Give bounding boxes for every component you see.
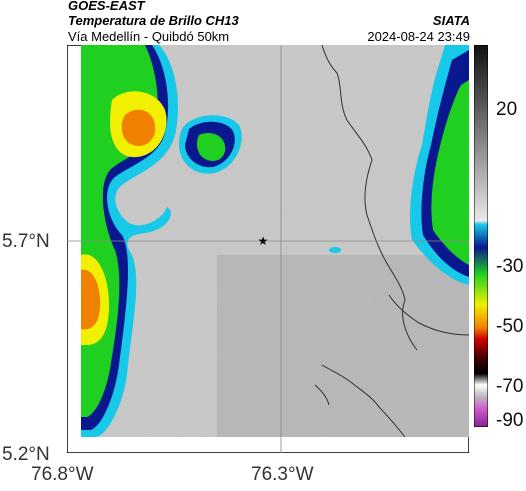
- river-branch: [314, 384, 330, 406]
- warm-zone-southeast: [217, 255, 469, 437]
- lon-tick-2: 76.3°W: [251, 464, 314, 485]
- river-line: [321, 364, 406, 438]
- colorbar-gradient: [474, 45, 488, 427]
- cloud-cluster-west: [81, 45, 179, 437]
- lat-tick-2: 5.2°N: [2, 444, 50, 465]
- star-marker: ★: [258, 234, 269, 248]
- organization-label: SIATA: [432, 13, 470, 28]
- colorbar-tick-4: -70: [496, 376, 524, 397]
- border-lines: [314, 45, 469, 438]
- colorbar-tick-3: -50: [496, 316, 524, 337]
- colorbar-tick-5: -90: [496, 410, 524, 431]
- cloud-cluster-north: [179, 115, 242, 174]
- lat-tick-1: 5.7°N: [2, 231, 50, 252]
- datetime-label: 2024-08-24 23:49: [367, 29, 470, 44]
- route-label: Vía Medellín - Quibdó 50km: [68, 29, 230, 44]
- colorbar: [474, 45, 488, 427]
- satellite-map: ★: [67, 45, 469, 453]
- department-border: [321, 45, 418, 351]
- product-title: Temperatura de Brillo CH13: [68, 13, 239, 28]
- colorbar-tick-1: 20: [496, 99, 518, 120]
- department-border-east: [388, 294, 469, 336]
- small-cloud-cell: [329, 247, 341, 253]
- colorbar-tick-2: -30: [496, 256, 524, 277]
- cloud-cluster-east: [410, 45, 469, 285]
- satellite-name: GOES-EAST: [68, 0, 145, 13]
- lon-tick-1: 76.8°W: [31, 464, 94, 485]
